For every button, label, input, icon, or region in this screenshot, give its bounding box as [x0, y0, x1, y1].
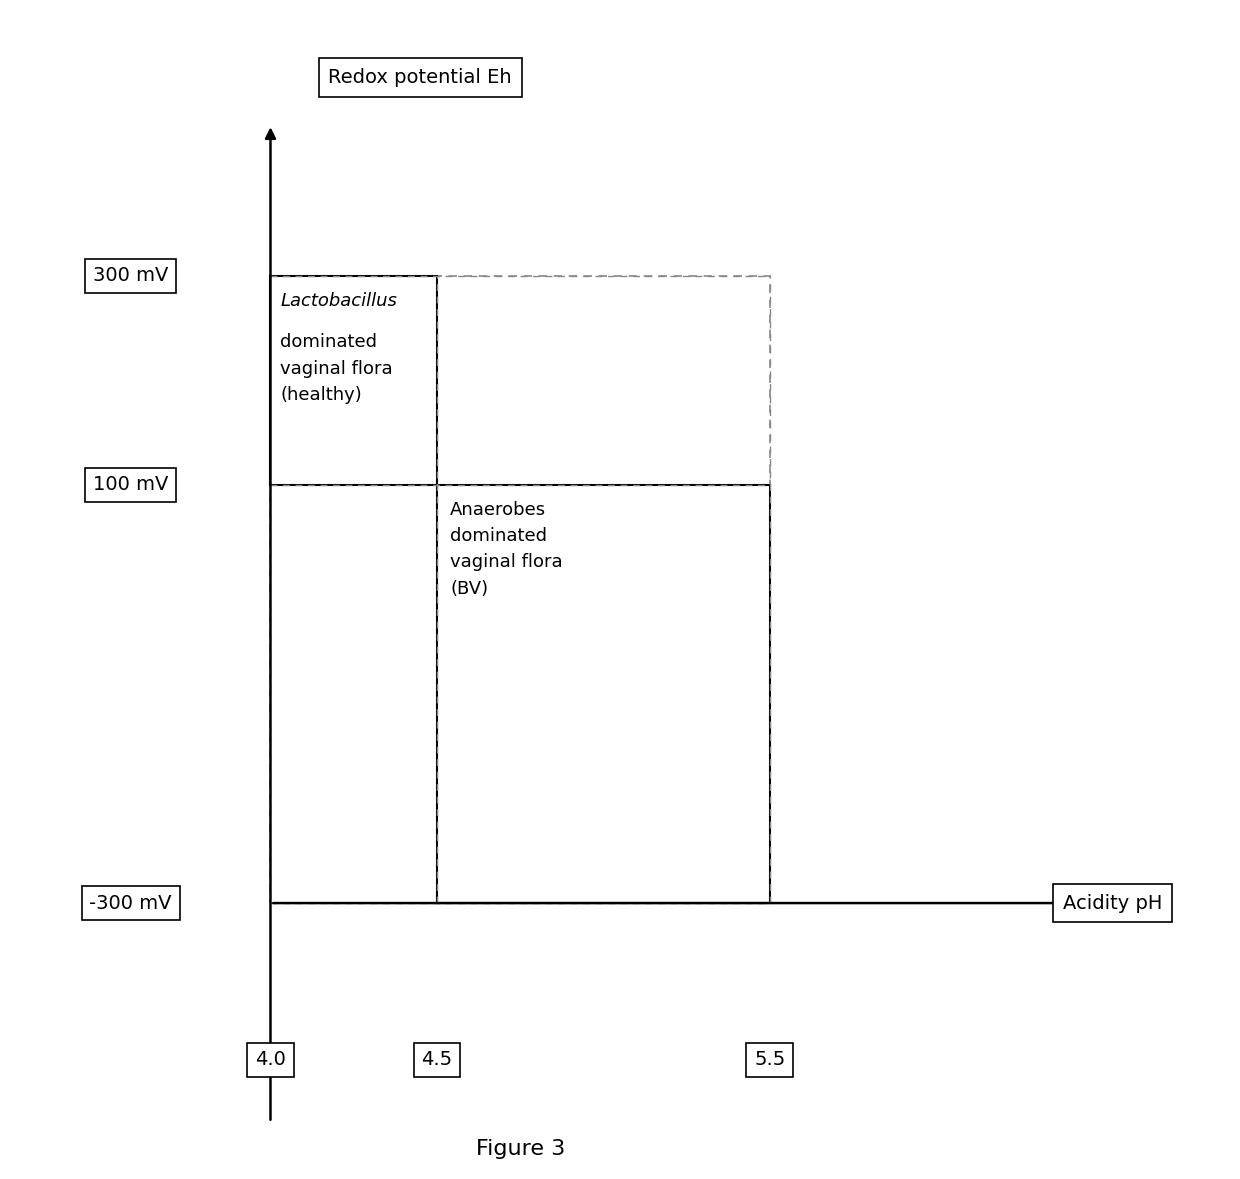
Text: 100 mV: 100 mV [93, 475, 169, 494]
Bar [270, 276, 436, 485]
Text: Lactobacillus: Lactobacillus [280, 291, 397, 310]
Text: Figure 3: Figure 3 [475, 1139, 564, 1159]
Bar [270, 276, 770, 903]
Bar [436, 485, 770, 903]
Text: Acidity pH: Acidity pH [1063, 894, 1162, 913]
Text: Redox potential Eh: Redox potential Eh [329, 68, 512, 87]
Text: Anaerobes
dominated
vaginal flora
(BV): Anaerobes dominated vaginal flora (BV) [450, 501, 563, 598]
Text: dominated
vaginal flora
(healthy): dominated vaginal flora (healthy) [280, 334, 393, 404]
Text: 4.0: 4.0 [255, 1050, 286, 1069]
Text: -300 mV: -300 mV [89, 894, 172, 913]
Text: 300 mV: 300 mV [93, 266, 169, 285]
Text: 4.5: 4.5 [422, 1050, 453, 1069]
Text: 5.5: 5.5 [754, 1050, 785, 1069]
